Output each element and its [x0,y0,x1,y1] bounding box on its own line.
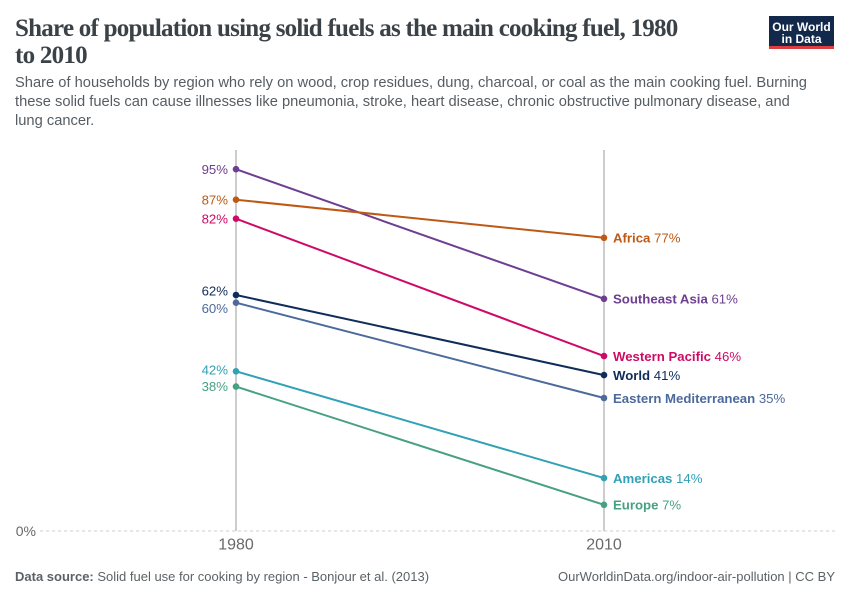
svg-text:82%: 82% [202,212,229,227]
svg-text:World 41%: World 41% [613,368,680,383]
svg-text:62%: 62% [202,283,229,298]
svg-text:1980: 1980 [218,537,254,554]
svg-text:60%: 60% [202,301,229,316]
svg-text:Southeast Asia 61%: Southeast Asia 61% [613,292,738,307]
svg-text:38%: 38% [202,379,229,394]
svg-text:87%: 87% [202,193,229,208]
svg-text:Western Pacific 46%: Western Pacific 46% [613,349,741,364]
svg-text:Africa 77%: Africa 77% [613,231,681,246]
svg-text:Eastern Mediterranean 35%: Eastern Mediterranean 35% [613,391,786,406]
svg-text:2010: 2010 [586,537,622,554]
svg-text:42%: 42% [202,363,229,378]
svg-text:95%: 95% [202,162,229,177]
svg-text:Europe 7%: Europe 7% [613,498,681,513]
svg-text:0%: 0% [16,523,36,539]
svg-text:Americas 14%: Americas 14% [613,471,703,486]
